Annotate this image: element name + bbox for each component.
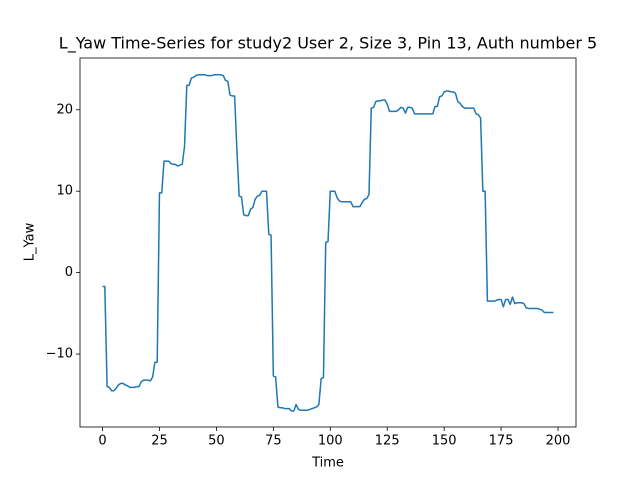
x-axis-label: Time xyxy=(311,456,344,471)
y-tick-label: −10 xyxy=(46,347,73,362)
x-tick-label: 200 xyxy=(546,434,571,449)
data-line xyxy=(102,74,554,412)
x-tick-label: 25 xyxy=(151,434,168,449)
y-tick-label: 0 xyxy=(65,265,73,280)
x-tick-label: 75 xyxy=(265,434,282,449)
plot-frame xyxy=(79,57,577,428)
x-tick-label: 175 xyxy=(489,434,514,449)
x-tick-label: 50 xyxy=(208,434,225,449)
y-axis-label: L_Yaw xyxy=(23,222,38,261)
y-tick-label: 10 xyxy=(56,184,73,199)
y-tick-label: 20 xyxy=(56,102,73,117)
x-tick-label: 125 xyxy=(375,434,400,449)
x-tick-label: 150 xyxy=(432,434,457,449)
chart-title: L_Yaw Time-Series for study2 User 2, Siz… xyxy=(59,34,597,54)
x-tick-label: 0 xyxy=(98,434,106,449)
x-tick-label: 100 xyxy=(318,434,343,449)
